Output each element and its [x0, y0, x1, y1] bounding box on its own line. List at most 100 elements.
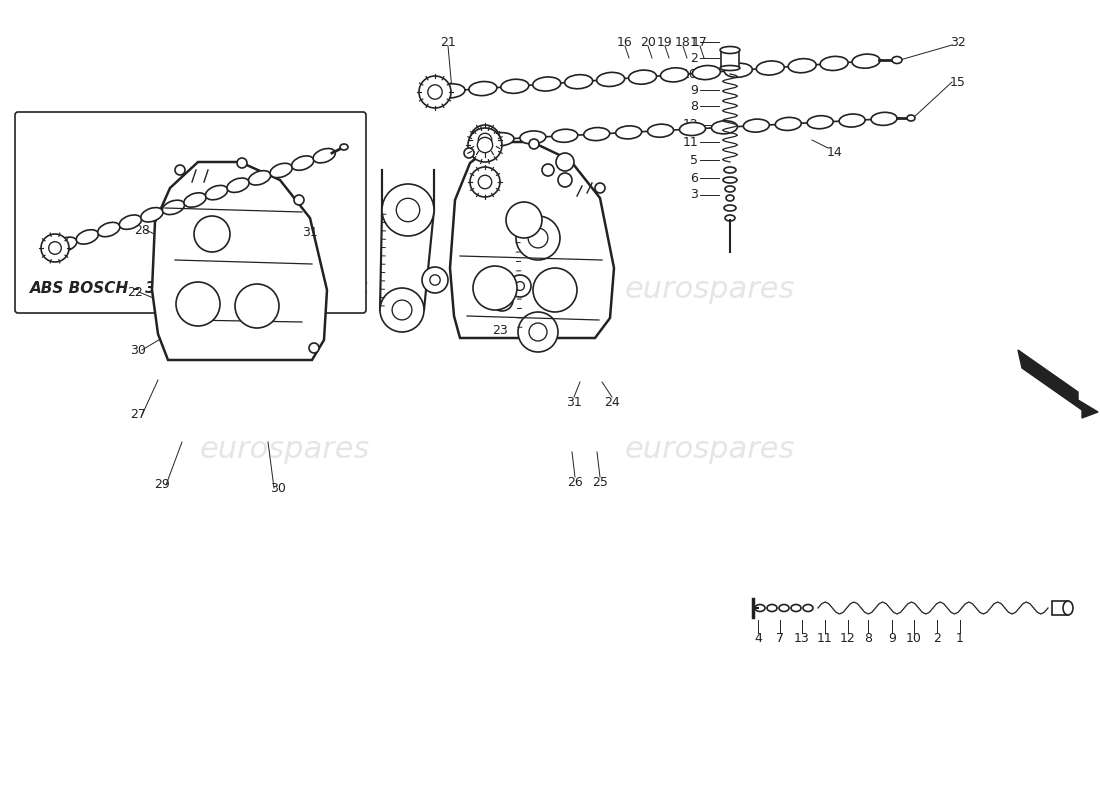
- Ellipse shape: [839, 114, 865, 127]
- Circle shape: [478, 134, 492, 146]
- Circle shape: [477, 138, 493, 153]
- Circle shape: [392, 300, 411, 320]
- Polygon shape: [1018, 350, 1098, 418]
- Ellipse shape: [807, 116, 833, 129]
- Circle shape: [430, 274, 440, 286]
- Text: 11: 11: [682, 135, 698, 149]
- Text: 3: 3: [690, 189, 698, 202]
- Ellipse shape: [314, 149, 336, 163]
- Circle shape: [379, 288, 424, 332]
- Text: eurospares: eurospares: [200, 275, 371, 305]
- Text: 24: 24: [604, 395, 620, 409]
- Ellipse shape: [1063, 601, 1072, 615]
- Text: eurospares: eurospares: [625, 275, 795, 305]
- Text: 5: 5: [690, 154, 698, 166]
- Text: 1: 1: [690, 35, 698, 49]
- Text: 29: 29: [154, 478, 169, 491]
- Circle shape: [528, 228, 548, 248]
- Ellipse shape: [791, 605, 801, 611]
- Text: 7: 7: [776, 631, 784, 645]
- Text: 8: 8: [864, 631, 872, 645]
- Text: 30: 30: [197, 226, 213, 238]
- Ellipse shape: [76, 230, 98, 244]
- Circle shape: [491, 289, 513, 311]
- Circle shape: [529, 139, 539, 149]
- Ellipse shape: [532, 77, 561, 91]
- Text: 18: 18: [675, 35, 691, 49]
- Circle shape: [235, 284, 279, 328]
- Circle shape: [419, 76, 451, 108]
- Ellipse shape: [660, 68, 689, 82]
- Ellipse shape: [852, 54, 880, 68]
- Circle shape: [478, 175, 492, 189]
- Circle shape: [382, 184, 435, 236]
- Circle shape: [194, 216, 230, 252]
- Text: 8: 8: [690, 99, 698, 113]
- Circle shape: [468, 128, 502, 162]
- Text: 15: 15: [950, 75, 966, 89]
- Ellipse shape: [789, 58, 816, 73]
- Ellipse shape: [648, 124, 673, 138]
- Text: 31: 31: [302, 226, 318, 238]
- Text: 10: 10: [906, 631, 922, 645]
- Circle shape: [422, 267, 448, 293]
- Text: eurospares: eurospares: [200, 435, 371, 465]
- Ellipse shape: [227, 178, 250, 193]
- Bar: [1052, 601, 1068, 615]
- Ellipse shape: [141, 207, 163, 222]
- Ellipse shape: [163, 200, 185, 214]
- Text: 16: 16: [617, 35, 632, 49]
- Ellipse shape: [757, 61, 784, 75]
- Text: 28: 28: [134, 223, 150, 237]
- Ellipse shape: [584, 127, 609, 141]
- Text: 9: 9: [690, 83, 698, 97]
- Ellipse shape: [184, 193, 206, 207]
- Text: 32: 32: [264, 175, 279, 189]
- Ellipse shape: [564, 74, 593, 89]
- Ellipse shape: [712, 121, 737, 134]
- Ellipse shape: [437, 84, 465, 98]
- Ellipse shape: [776, 118, 801, 130]
- Text: 31: 31: [566, 395, 582, 409]
- Ellipse shape: [292, 156, 313, 170]
- Circle shape: [470, 125, 500, 155]
- Circle shape: [497, 296, 506, 304]
- Text: 23: 23: [492, 323, 508, 337]
- Ellipse shape: [767, 605, 777, 611]
- Text: 6: 6: [690, 171, 698, 185]
- Ellipse shape: [249, 170, 271, 185]
- Circle shape: [41, 234, 69, 262]
- Ellipse shape: [628, 70, 657, 84]
- Ellipse shape: [119, 215, 142, 230]
- Ellipse shape: [892, 57, 902, 63]
- Ellipse shape: [821, 56, 848, 70]
- Text: eurospares: eurospares: [625, 435, 795, 465]
- Polygon shape: [152, 162, 327, 360]
- Ellipse shape: [779, 605, 789, 611]
- Text: 11: 11: [817, 631, 833, 645]
- Ellipse shape: [803, 605, 813, 611]
- Text: 27: 27: [130, 409, 146, 422]
- Text: 13: 13: [794, 631, 810, 645]
- Circle shape: [470, 167, 500, 197]
- Ellipse shape: [726, 195, 734, 201]
- Ellipse shape: [908, 115, 915, 121]
- Circle shape: [558, 173, 572, 187]
- Circle shape: [473, 266, 517, 310]
- Ellipse shape: [720, 66, 740, 70]
- Text: 12: 12: [682, 118, 698, 131]
- Text: 14: 14: [827, 146, 843, 158]
- Text: ABS BOSCH - 355 F1: ABS BOSCH - 355 F1: [30, 281, 205, 296]
- Ellipse shape: [55, 237, 77, 251]
- Text: 25: 25: [592, 475, 608, 489]
- Polygon shape: [450, 142, 614, 338]
- Circle shape: [506, 202, 542, 238]
- Ellipse shape: [616, 126, 641, 139]
- Text: 21: 21: [440, 35, 455, 49]
- Text: 2: 2: [933, 631, 940, 645]
- Ellipse shape: [724, 205, 736, 211]
- Ellipse shape: [725, 215, 735, 221]
- Ellipse shape: [720, 46, 740, 54]
- Circle shape: [236, 158, 248, 168]
- Text: 30: 30: [130, 343, 146, 357]
